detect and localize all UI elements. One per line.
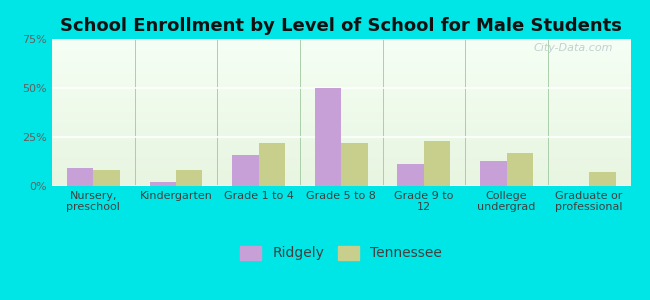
Bar — [480, 160, 506, 186]
Bar — [397, 164, 424, 186]
Legend: Ridgely, Tennessee: Ridgely, Tennessee — [233, 238, 449, 267]
Bar — [176, 170, 202, 186]
Bar — [150, 182, 176, 186]
Bar — [315, 88, 341, 186]
Bar — [259, 143, 285, 186]
Bar — [341, 143, 368, 186]
Bar — [94, 170, 120, 186]
Bar — [67, 168, 94, 186]
Bar — [589, 172, 616, 186]
Title: School Enrollment by Level of School for Male Students: School Enrollment by Level of School for… — [60, 17, 622, 35]
Text: City-Data.com: City-Data.com — [534, 44, 613, 53]
Bar — [506, 153, 533, 186]
Bar — [424, 141, 450, 186]
Bar — [232, 154, 259, 186]
